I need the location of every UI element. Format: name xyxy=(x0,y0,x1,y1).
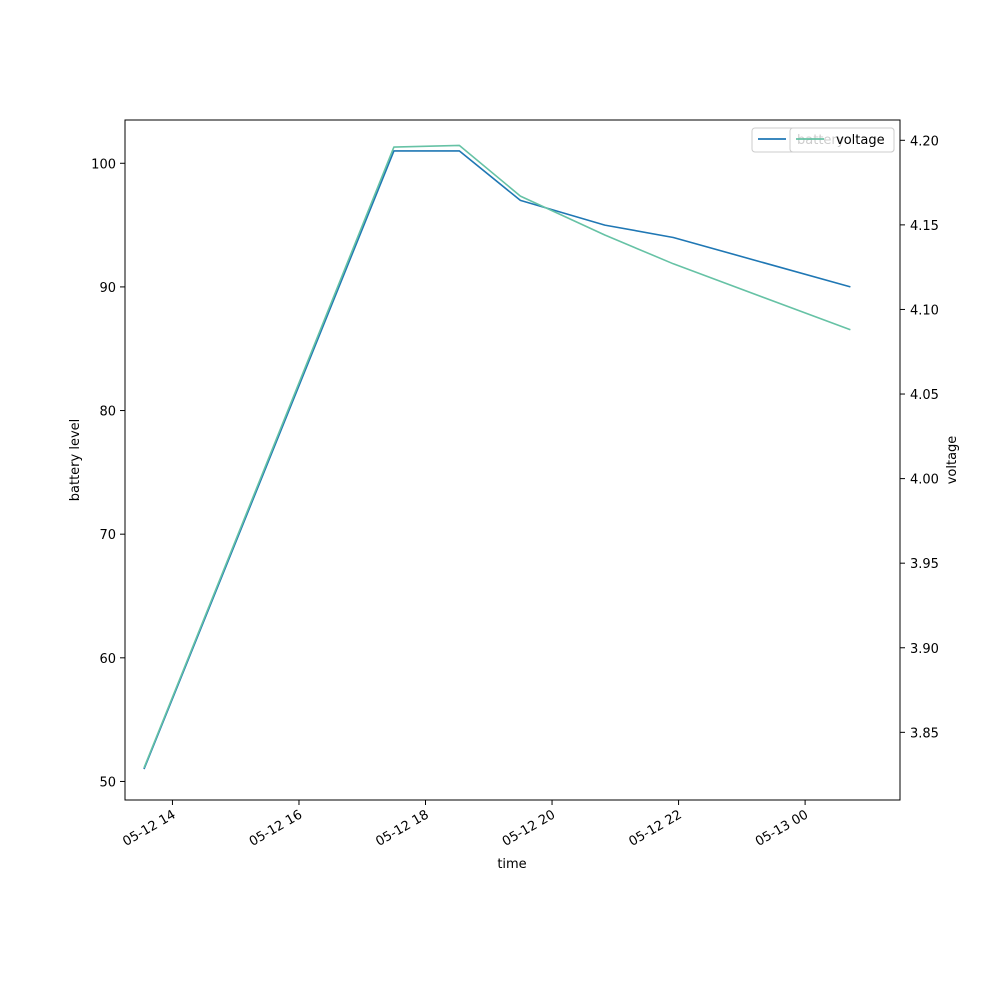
right-y-tick-label: 4.05 xyxy=(910,388,939,403)
plot-frame xyxy=(124,119,901,801)
right-y-tick-label: 3.90 xyxy=(910,642,939,657)
series-line-battery xyxy=(143,150,851,770)
x-axis-title: time xyxy=(497,857,526,872)
right-y-tick-label: 3.95 xyxy=(910,557,939,572)
legend-box-voltage xyxy=(789,127,895,153)
right-y-tick-label: 3.85 xyxy=(910,726,939,741)
lines-layer xyxy=(143,144,851,770)
series-line-voltage xyxy=(143,144,851,769)
left-y-tick-label: 70 xyxy=(99,528,116,543)
left-y-tick-label: 100 xyxy=(91,157,116,172)
left-y-tick-label: 80 xyxy=(99,405,116,420)
legend: batteryvoltage xyxy=(751,127,895,153)
right-y-axis-title: voltage xyxy=(945,436,960,485)
left-y-tick-label: 60 xyxy=(99,652,116,667)
right-y-tick-label: 4.15 xyxy=(910,219,939,234)
right-y-tick-label: 4.00 xyxy=(910,473,939,488)
right-y-tick-label: 4.10 xyxy=(910,303,939,318)
left-y-axis-title: battery level xyxy=(68,419,83,502)
legend-label-voltage: voltage xyxy=(836,133,885,148)
left-y-tick-label: 50 xyxy=(99,775,116,790)
right-y-tick-label: 4.20 xyxy=(910,134,939,149)
left-y-tick-label: 90 xyxy=(99,281,116,296)
